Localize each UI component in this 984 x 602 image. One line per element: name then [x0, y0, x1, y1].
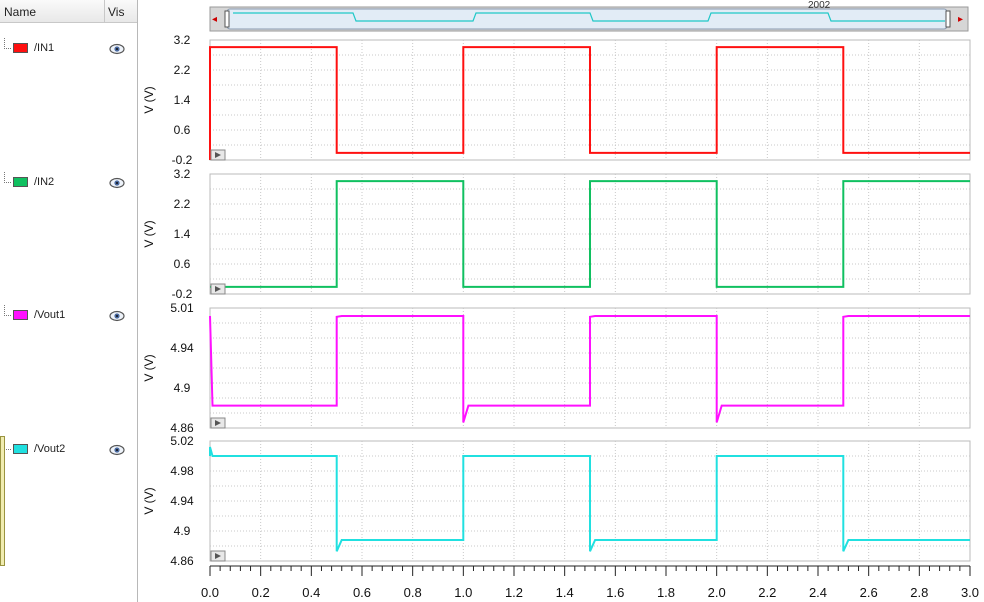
eye-icon[interactable]: [108, 176, 126, 190]
y-tick-label: 4.9: [174, 524, 191, 538]
signal-label: /IN2: [34, 176, 55, 188]
y-tick-label: 0.6: [174, 123, 191, 137]
color-swatch[interactable]: [13, 177, 28, 187]
signal-label: /Vout2: [34, 443, 66, 455]
eye-icon[interactable]: [108, 42, 126, 56]
y-tick-label: 4.9: [174, 381, 191, 395]
x-tick-label: 0.2: [252, 585, 270, 600]
x-tick-label: 2.2: [758, 585, 776, 600]
strip-2[interactable]: 5.01 4.94 4.9 4.86 V (V): [142, 301, 971, 435]
y-axis-label: V (V): [142, 86, 156, 113]
y-tick-label: 2.2: [174, 63, 191, 77]
eye-icon[interactable]: [108, 309, 126, 323]
x-tick-label: 1.8: [657, 585, 675, 600]
strip-expand-button[interactable]: [210, 149, 226, 161]
y-tick-label: 4.94: [170, 494, 194, 508]
color-swatch[interactable]: [13, 444, 28, 454]
y-tick-label: 4.94: [170, 341, 194, 355]
signal-row-in1[interactable]: /IN1: [0, 38, 137, 58]
series-line-in1: [209, 46, 970, 160]
x-tick-label: 2.4: [809, 585, 827, 600]
scroller-left-handle[interactable]: [224, 10, 230, 28]
signal-row-in2[interactable]: /IN2: [0, 172, 137, 192]
signal-row-vout1[interactable]: /Vout1: [0, 305, 137, 325]
y-tick-label: 3.2: [174, 33, 191, 47]
y-tick-label: -0.2: [172, 153, 193, 167]
signal-label: /IN1: [34, 42, 55, 54]
x-tick-label: 1.4: [556, 585, 574, 600]
x-tick-label: 0.6: [353, 585, 371, 600]
selection-marker: [0, 436, 5, 566]
y-tick-label: 5.02: [170, 434, 194, 448]
overview-scroller[interactable]: ◂ ▸ 2002: [209, 0, 969, 32]
signal-label: /Vout1: [34, 309, 66, 321]
scroll-right-arrow[interactable]: ▸: [958, 14, 963, 25]
signal-browser-panel: Name Vis /IN1 /IN2 /Vout1 /Vout2: [0, 0, 138, 602]
x-tick-label: 1.6: [606, 585, 624, 600]
x-tick-label: 1.0: [454, 585, 472, 600]
column-header-visibility[interactable]: Vis: [108, 5, 125, 19]
y-tick-label: 0.6: [174, 257, 191, 271]
y-tick-label: 1.4: [174, 93, 191, 107]
series-line-vout1: [209, 315, 970, 423]
series-line-in2: [210, 180, 970, 288]
signal-list-header: Name Vis: [0, 0, 137, 23]
scroll-left-arrow[interactable]: ◂: [212, 14, 217, 25]
strip-expand-button[interactable]: [210, 283, 226, 295]
color-swatch[interactable]: [13, 310, 28, 320]
series-line-vout2: [209, 446, 970, 552]
y-tick-label: 5.01: [170, 301, 194, 315]
waveform-plot-area[interactable]: ◂ ▸ 2002 3.22.21.40.6-0.2V (V)3.22.21.40…: [139, 0, 984, 602]
strip-0[interactable]: 3.2 2.2 1.4 0.6 -0.2 V (V): [142, 33, 971, 167]
x-tick-label: 2.6: [860, 585, 878, 600]
column-header-name[interactable]: Name: [4, 5, 37, 19]
x-tick-label: 2.0: [708, 585, 726, 600]
y-tick-label: 3.2: [174, 167, 191, 181]
scroller-right-handle[interactable]: [945, 10, 951, 28]
x-axis: 0.0 0.2 0.4 0.6 0.8 1.0 1.2 1.4 1.6 1.8 2.0 2.2 2.4 2…: [201, 565, 979, 600]
y-axis-label: V (V): [142, 487, 156, 514]
x-tick-label: 0.0: [201, 585, 219, 600]
x-tick-label: 0.8: [404, 585, 422, 600]
y-tick-label: 4.86: [170, 421, 194, 435]
y-tick-label: 4.86: [170, 554, 194, 568]
x-tick-label: 1.2: [505, 585, 523, 600]
strip-expand-button[interactable]: [210, 550, 226, 562]
strip-3[interactable]: 5.02 4.98 4.94 4.9 4.86 V (V): [142, 434, 971, 568]
scroller-partial-label: 2002: [808, 0, 831, 11]
signal-row-vout2[interactable]: /Vout2: [0, 439, 137, 459]
x-tick-label: 0.4: [302, 585, 320, 600]
strip-expand-button[interactable]: [210, 417, 226, 429]
y-axis-label: V (V): [142, 220, 156, 247]
x-tick-label: 2.8: [910, 585, 928, 600]
y-tick-label: 1.4: [174, 227, 191, 241]
y-tick-label: -0.2: [172, 287, 193, 301]
x-tick-label: 3.0: [961, 585, 979, 600]
y-tick-label: 4.98: [170, 464, 194, 478]
strip-1[interactable]: 3.2 2.2 1.4 0.6 -0.2 V (V): [142, 167, 971, 301]
color-swatch[interactable]: [13, 43, 28, 53]
y-tick-label: 2.2: [174, 197, 191, 211]
y-axis-label: V (V): [142, 354, 156, 381]
eye-icon[interactable]: [108, 443, 126, 457]
